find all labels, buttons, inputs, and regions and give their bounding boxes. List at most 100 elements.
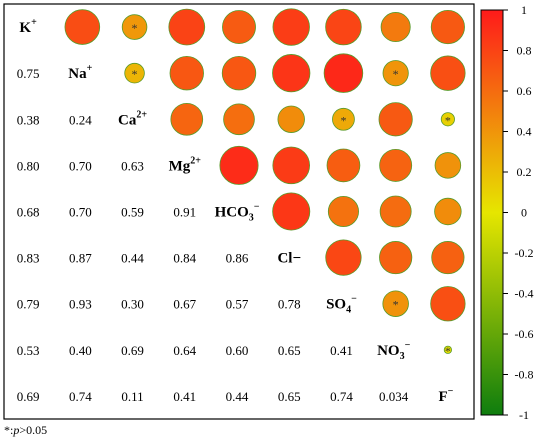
correlation-value-label: 0.53: [17, 343, 40, 358]
colorbar-tick-label: 0.4: [517, 125, 532, 139]
matrix-frame: [3, 3, 475, 420]
correlation-circle: [434, 152, 462, 179]
colorbar-tick-label: 0: [521, 206, 527, 220]
correlation-circle: [221, 55, 257, 91]
correlation-circle: [325, 239, 362, 276]
colorbar-tick-label: -1: [519, 408, 529, 422]
correlation-value-label: 0.63: [121, 158, 144, 173]
correlation-value-label: 0.79: [17, 297, 40, 312]
correlation-value-label: 0.78: [278, 297, 301, 312]
correlation-value-label: 0.80: [17, 158, 40, 173]
correlation-circle: [443, 345, 452, 354]
diagonal-label: NO3−: [377, 340, 411, 362]
significance-marker: *: [393, 67, 399, 81]
correlation-value-label: 0.70: [69, 158, 92, 173]
correlation-value-label: 0.83: [17, 251, 40, 266]
correlation-circle: [272, 8, 310, 46]
footnote-p: p: [13, 423, 20, 437]
correlation-value-label: 0.67: [173, 297, 196, 312]
correlation-circle: [382, 290, 409, 317]
diagonal-label: Ca2+: [118, 109, 147, 128]
correlation-circle: [168, 8, 206, 46]
colorbar-tick-label: 1: [521, 3, 527, 17]
correlation-value-label: 0.70: [69, 205, 92, 220]
colorbar-tick-label: -0.8: [515, 368, 534, 382]
correlation-circle: [325, 8, 362, 46]
diagonal-label: K+: [19, 17, 37, 36]
diagonal-label: Cl−: [277, 251, 301, 267]
correlation-circle: [378, 102, 413, 137]
correlation-value-label: 0.75: [17, 66, 40, 81]
correlation-value-label: 0.87: [69, 251, 92, 266]
significance-marker: *: [445, 113, 451, 127]
correlation-circle: [430, 9, 465, 45]
colorbar-tick-label: 0.6: [517, 84, 532, 98]
correlation-circle: [169, 55, 204, 91]
significance-marker: *: [132, 67, 138, 81]
correlation-value-label: 0.11: [121, 389, 143, 404]
correlation-circle: [430, 55, 466, 91]
correlation-value-label: 0.74: [69, 389, 92, 404]
correlation-circle: [323, 53, 364, 93]
correlation-value-label: 0.24: [69, 112, 92, 127]
correlation-circle: [382, 60, 409, 87]
matrix-cells: K+ * 0.75 Na+ * * 0.38 0.24 Ca2+ * * 0.80 0.70 0.63 Mg…: [17, 8, 466, 405]
correlation-circle: [272, 146, 311, 185]
correlation-value-label: 0.60: [226, 343, 249, 358]
footnote-threshold: >0.05: [19, 423, 48, 437]
significance-marker: *: [393, 298, 399, 312]
correlation-circle: [380, 12, 411, 43]
colorbar-tick-label: -0.2: [515, 246, 534, 260]
correlation-value-label: 0.59: [121, 205, 144, 220]
diagonal-label: HCO3−: [215, 202, 260, 224]
correlation-circle: [222, 10, 256, 44]
correlation-value-label: 0.034: [379, 389, 409, 404]
correlation-circle: [332, 107, 355, 131]
correlation-value-label: 0.68: [17, 205, 40, 220]
correlation-circle: [434, 197, 462, 226]
correlation-value-label: 0.84: [173, 251, 196, 266]
diagonal-label: F−: [438, 386, 453, 405]
correlation-circle: [431, 241, 465, 275]
footnote-star: *: [4, 423, 10, 437]
correlation-value-label: 0.44: [226, 389, 249, 404]
colorbar: 1 0.8 0.6 0.4 0.2 0 -0.2 -0.4 -0.6 -0.8 -1: [480, 3, 534, 422]
colorbar-tick-label: -0.4: [515, 287, 534, 301]
significance-marker: *: [445, 344, 451, 358]
significance-marker: *: [132, 21, 138, 35]
correlation-circle: [124, 62, 145, 84]
correlation-value-label: 0.93: [69, 297, 92, 312]
diagonal-label: SO4−: [326, 294, 357, 316]
correlation-circle: [327, 195, 359, 228]
colorbar-tick-label: 0.8: [517, 44, 532, 58]
colorbar-tick-label: -0.6: [515, 327, 534, 341]
correlation-value-label: 0.86: [226, 251, 249, 266]
correlation-circle: [277, 105, 305, 133]
correlation-circle: [272, 192, 311, 231]
correlation-value-label: 0.30: [121, 297, 144, 312]
correlation-value-label: 0.57: [226, 297, 249, 312]
correlation-circle: [379, 195, 412, 228]
correlation-value-label: 0.69: [121, 343, 144, 358]
correlation-circle: [170, 102, 204, 136]
correlation-circle: [326, 148, 361, 183]
correlation-circle: [121, 14, 148, 40]
significance-footnote: *:p>0.05: [4, 423, 48, 437]
correlation-value-label: 0.44: [121, 251, 144, 266]
correlation-circle: [440, 112, 455, 127]
colorbar-tick-label: 0.2: [517, 165, 532, 179]
correlation-value-label: 0.65: [278, 389, 301, 404]
correlation-value-label: 0.41: [173, 389, 196, 404]
correlation-circle: [272, 54, 311, 93]
correlation-value-label: 0.74: [330, 389, 353, 404]
correlation-value-label: 0.41: [330, 343, 353, 358]
correlation-value-label: 0.64: [173, 343, 196, 358]
correlation-circle: [430, 286, 466, 322]
significance-marker: *: [340, 113, 346, 127]
correlation-circle: [379, 148, 413, 182]
correlation-value-label: 0.91: [173, 205, 196, 220]
correlation-value-label: 0.65: [278, 343, 301, 358]
correlation-value-label: 0.69: [17, 389, 40, 404]
diagonal-label: Na+: [68, 63, 92, 82]
correlation-value-label: 0.40: [69, 343, 92, 358]
